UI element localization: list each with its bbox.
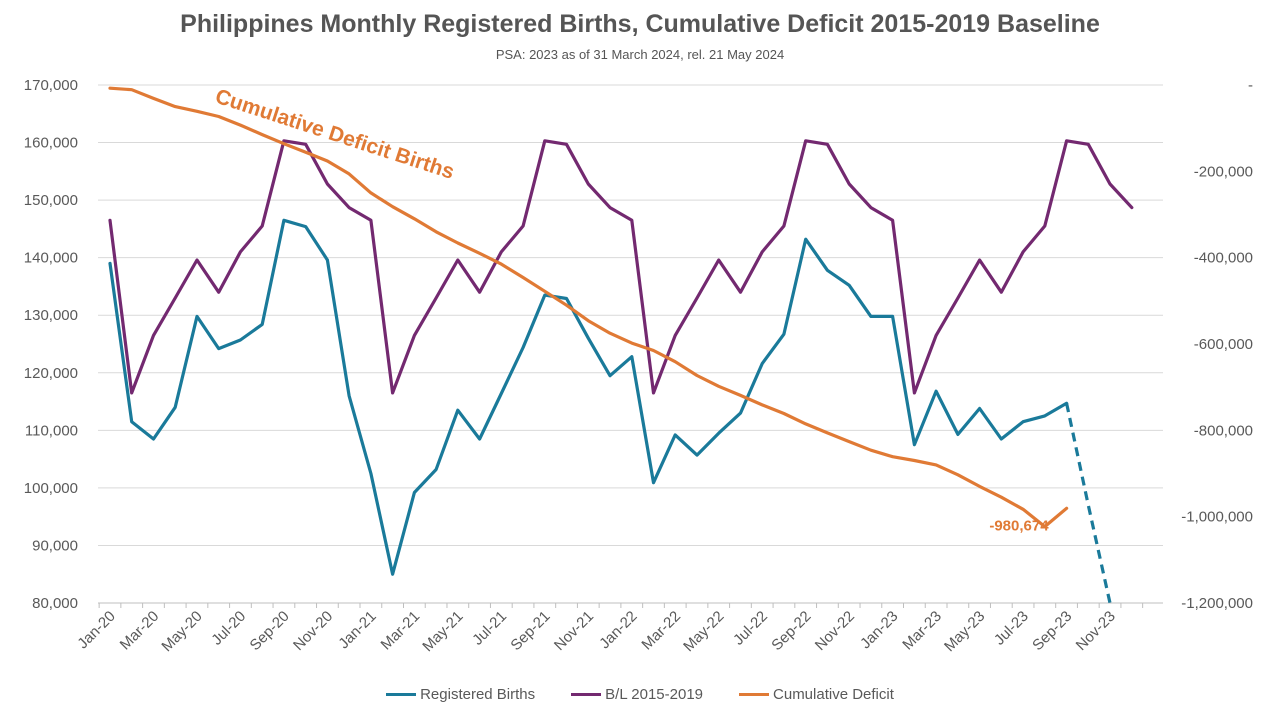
x-tick-label: Jul-21 xyxy=(469,608,510,649)
x-tick-label: Jan-23 xyxy=(857,608,901,652)
chart-subtitle: PSA: 2023 as of 31 March 2024, rel. 21 M… xyxy=(495,47,785,62)
y-left-tick-label: 90,000 xyxy=(32,537,78,554)
series-line-registered-births-projected xyxy=(1065,402,1112,604)
legend: Registered Births B/L 2015-2019 Cumulative… xyxy=(0,686,1280,703)
y-left-tick-label: 100,000 xyxy=(24,480,78,497)
x-tick-label: Nov-22 xyxy=(812,608,858,654)
y-right-tick-label: -400,000 xyxy=(1194,250,1253,267)
series-line-cumulative-deficit xyxy=(108,86,1069,529)
x-tick-label: Sep-23 xyxy=(1029,608,1075,654)
legend-item: B/L 2015-2019 xyxy=(571,686,703,703)
x-tick-label: Sep-20 xyxy=(247,608,293,654)
series-line-registered-births xyxy=(108,218,1069,576)
y-left-tick-label: 140,000 xyxy=(24,250,78,267)
x-tick-label: Mar-20 xyxy=(117,608,163,654)
x-tick-label: Nov-23 xyxy=(1073,608,1119,654)
series-line-b-l-2015-2019 xyxy=(108,139,1134,395)
gridlines xyxy=(98,84,1163,546)
x-tick-label: May-23 xyxy=(941,608,988,655)
x-tick-label: Mar-23 xyxy=(899,608,945,654)
x-tick-label: Nov-20 xyxy=(290,608,336,654)
legend-label: B/L 2015-2019 xyxy=(605,686,704,703)
axes: 80,000 90,000 100,000 110,000 120,000 130,000… xyxy=(24,77,1253,655)
x-tick-label: Jan-20 xyxy=(74,608,118,652)
y-left-tick-label: 150,000 xyxy=(24,192,78,209)
x-tick-label: Sep-21 xyxy=(507,608,553,654)
y-left-tick-label: 120,000 xyxy=(24,365,78,382)
y-left-tick-label: 130,000 xyxy=(24,307,78,324)
y-right-tick-label: -600,000 xyxy=(1194,336,1253,353)
x-tick-label: Jan-21 xyxy=(335,608,379,652)
x-tick-label: May-21 xyxy=(419,608,466,655)
y-right-tick-label: -800,000 xyxy=(1194,422,1253,439)
x-tick-label: Sep-22 xyxy=(768,608,814,654)
legend-swatch xyxy=(386,693,417,696)
annotation-cumulative-deficit-births: Cumulative Deficit Births xyxy=(212,85,457,184)
x-tick-label: Jul-23 xyxy=(991,608,1032,649)
y-left-tick-label: 80,000 xyxy=(32,595,78,612)
legend-swatch xyxy=(571,693,602,696)
legend-label: Cumulative Deficit xyxy=(773,686,894,703)
chart-title: Philippines Monthly Registered Births, C… xyxy=(180,10,1100,38)
y-left-tick-label: 110,000 xyxy=(25,422,78,439)
y-left-tick-label: 160,000 xyxy=(24,135,78,152)
x-tick-label: Mar-21 xyxy=(378,608,424,654)
data-label-cumulative-deficit: -980,674 xyxy=(989,517,1049,534)
labels: -980,674 Cumulative Deficit Births xyxy=(212,85,1049,534)
y-right-tick-label: -1,200,000 xyxy=(1181,595,1253,612)
x-tick-label: Mar-22 xyxy=(638,608,684,654)
legend-item: Registered Births xyxy=(386,686,535,703)
y-right-tick-label: -1,000,000 xyxy=(1181,509,1253,526)
series-lines xyxy=(108,86,1134,604)
x-tick-label: Jul-22 xyxy=(730,608,771,649)
y-right-tick-label: -200,000 xyxy=(1194,163,1253,180)
legend-swatch xyxy=(739,693,770,696)
x-tick-label: Jul-20 xyxy=(208,608,249,649)
y-left-tick-label: 170,000 xyxy=(24,77,78,94)
x-tick-label: May-20 xyxy=(158,608,205,655)
legend-item: Cumulative Deficit xyxy=(739,686,894,703)
x-tick-label: Nov-21 xyxy=(551,608,597,654)
y-right-tick-label: - xyxy=(1248,77,1253,94)
x-tick-label: Jan-22 xyxy=(596,608,640,652)
x-tick-label: May-22 xyxy=(680,608,727,655)
legend-label: Registered Births xyxy=(420,686,536,703)
